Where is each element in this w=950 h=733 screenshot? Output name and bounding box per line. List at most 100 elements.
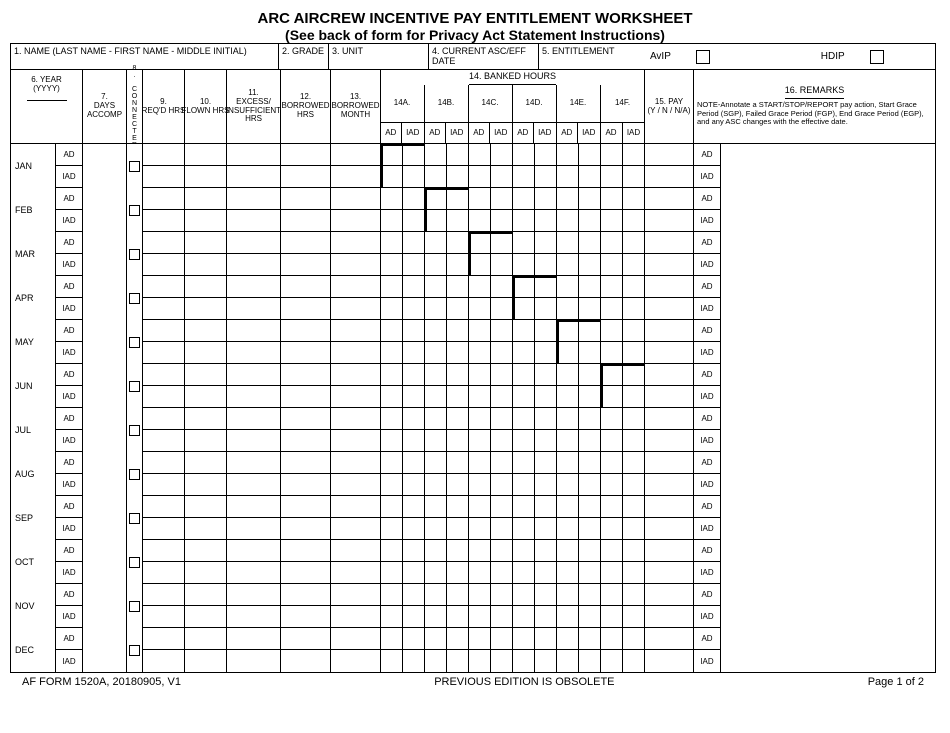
- borrowed-cell[interactable]: [281, 606, 331, 627]
- pay-cell[interactable]: [645, 210, 694, 231]
- pay-cell[interactable]: [645, 254, 694, 275]
- pay-cell[interactable]: [645, 584, 694, 605]
- flown-cell[interactable]: [185, 606, 227, 627]
- flown-cell[interactable]: [185, 188, 227, 209]
- flown-cell[interactable]: [185, 298, 227, 319]
- borrowed-cell[interactable]: [281, 232, 331, 253]
- excess-cell[interactable]: [227, 496, 281, 517]
- flown-cell[interactable]: [185, 408, 227, 429]
- excess-cell[interactable]: [227, 408, 281, 429]
- borrowed-cell[interactable]: [281, 188, 331, 209]
- borrowed-month-cell[interactable]: [331, 452, 381, 473]
- borrowed-cell[interactable]: [281, 210, 331, 231]
- excess-cell[interactable]: [227, 628, 281, 649]
- flown-cell[interactable]: [185, 628, 227, 649]
- flown-cell[interactable]: [185, 342, 227, 363]
- req-cell[interactable]: [143, 562, 185, 583]
- req-cell[interactable]: [143, 628, 185, 649]
- borrowed-month-cell[interactable]: [331, 430, 381, 451]
- req-cell[interactable]: [143, 188, 185, 209]
- flown-cell[interactable]: [185, 452, 227, 473]
- borrowed-cell[interactable]: [281, 342, 331, 363]
- borrowed-month-cell[interactable]: [331, 562, 381, 583]
- borrowed-cell[interactable]: [281, 496, 331, 517]
- flown-cell[interactable]: [185, 144, 227, 165]
- flown-cell[interactable]: [185, 584, 227, 605]
- excess-cell[interactable]: [227, 606, 281, 627]
- flown-cell[interactable]: [185, 430, 227, 451]
- req-cell[interactable]: [143, 452, 185, 473]
- excess-cell[interactable]: [227, 562, 281, 583]
- borrowed-month-cell[interactable]: [331, 144, 381, 165]
- pay-cell[interactable]: [645, 408, 694, 429]
- borrowed-cell[interactable]: [281, 540, 331, 561]
- borrowed-month-cell[interactable]: [331, 298, 381, 319]
- pay-cell[interactable]: [645, 452, 694, 473]
- borrowed-cell[interactable]: [281, 474, 331, 495]
- borrowed-cell[interactable]: [281, 650, 331, 672]
- pay-cell[interactable]: [645, 364, 694, 385]
- borrowed-month-cell[interactable]: [331, 320, 381, 341]
- borrowed-cell[interactable]: [281, 276, 331, 297]
- req-cell[interactable]: [143, 210, 185, 231]
- req-cell[interactable]: [143, 540, 185, 561]
- excess-cell[interactable]: [227, 254, 281, 275]
- borrowed-month-cell[interactable]: [331, 386, 381, 407]
- excess-cell[interactable]: [227, 452, 281, 473]
- borrowed-month-cell[interactable]: [331, 342, 381, 363]
- flown-cell[interactable]: [185, 364, 227, 385]
- borrowed-cell[interactable]: [281, 452, 331, 473]
- borrowed-cell[interactable]: [281, 628, 331, 649]
- excess-cell[interactable]: [227, 144, 281, 165]
- hdip-checkbox[interactable]: [870, 50, 884, 64]
- req-cell[interactable]: [143, 342, 185, 363]
- req-cell[interactable]: [143, 276, 185, 297]
- flown-cell[interactable]: [185, 386, 227, 407]
- excess-cell[interactable]: [227, 474, 281, 495]
- req-cell[interactable]: [143, 364, 185, 385]
- req-cell[interactable]: [143, 430, 185, 451]
- borrowed-month-cell[interactable]: [331, 232, 381, 253]
- flown-cell[interactable]: [185, 166, 227, 187]
- pay-cell[interactable]: [645, 276, 694, 297]
- excess-cell[interactable]: [227, 540, 281, 561]
- excess-cell[interactable]: [227, 518, 281, 539]
- pay-cell[interactable]: [645, 474, 694, 495]
- borrowed-cell[interactable]: [281, 320, 331, 341]
- borrowed-month-cell[interactable]: [331, 210, 381, 231]
- pay-cell[interactable]: [645, 232, 694, 253]
- pay-cell[interactable]: [645, 320, 694, 341]
- pay-cell[interactable]: [645, 188, 694, 209]
- excess-cell[interactable]: [227, 364, 281, 385]
- borrowed-cell[interactable]: [281, 144, 331, 165]
- pay-cell[interactable]: [645, 650, 694, 672]
- req-cell[interactable]: [143, 650, 185, 672]
- borrowed-cell[interactable]: [281, 166, 331, 187]
- borrowed-month-cell[interactable]: [331, 650, 381, 672]
- req-cell[interactable]: [143, 584, 185, 605]
- borrowed-month-cell[interactable]: [331, 474, 381, 495]
- excess-cell[interactable]: [227, 166, 281, 187]
- req-cell[interactable]: [143, 320, 185, 341]
- flown-cell[interactable]: [185, 496, 227, 517]
- req-cell[interactable]: [143, 232, 185, 253]
- borrowed-month-cell[interactable]: [331, 188, 381, 209]
- req-cell[interactable]: [143, 166, 185, 187]
- avip-checkbox[interactable]: [696, 50, 710, 64]
- pay-cell[interactable]: [645, 342, 694, 363]
- borrowed-cell[interactable]: [281, 584, 331, 605]
- borrowed-month-cell[interactable]: [331, 408, 381, 429]
- field-unit[interactable]: 3. UNIT: [329, 44, 429, 69]
- excess-cell[interactable]: [227, 188, 281, 209]
- flown-cell[interactable]: [185, 562, 227, 583]
- excess-cell[interactable]: [227, 298, 281, 319]
- req-cell[interactable]: [143, 298, 185, 319]
- pay-cell[interactable]: [645, 496, 694, 517]
- borrowed-month-cell[interactable]: [331, 496, 381, 517]
- flown-cell[interactable]: [185, 232, 227, 253]
- req-cell[interactable]: [143, 518, 185, 539]
- excess-cell[interactable]: [227, 320, 281, 341]
- pay-cell[interactable]: [645, 430, 694, 451]
- borrowed-cell[interactable]: [281, 408, 331, 429]
- req-cell[interactable]: [143, 386, 185, 407]
